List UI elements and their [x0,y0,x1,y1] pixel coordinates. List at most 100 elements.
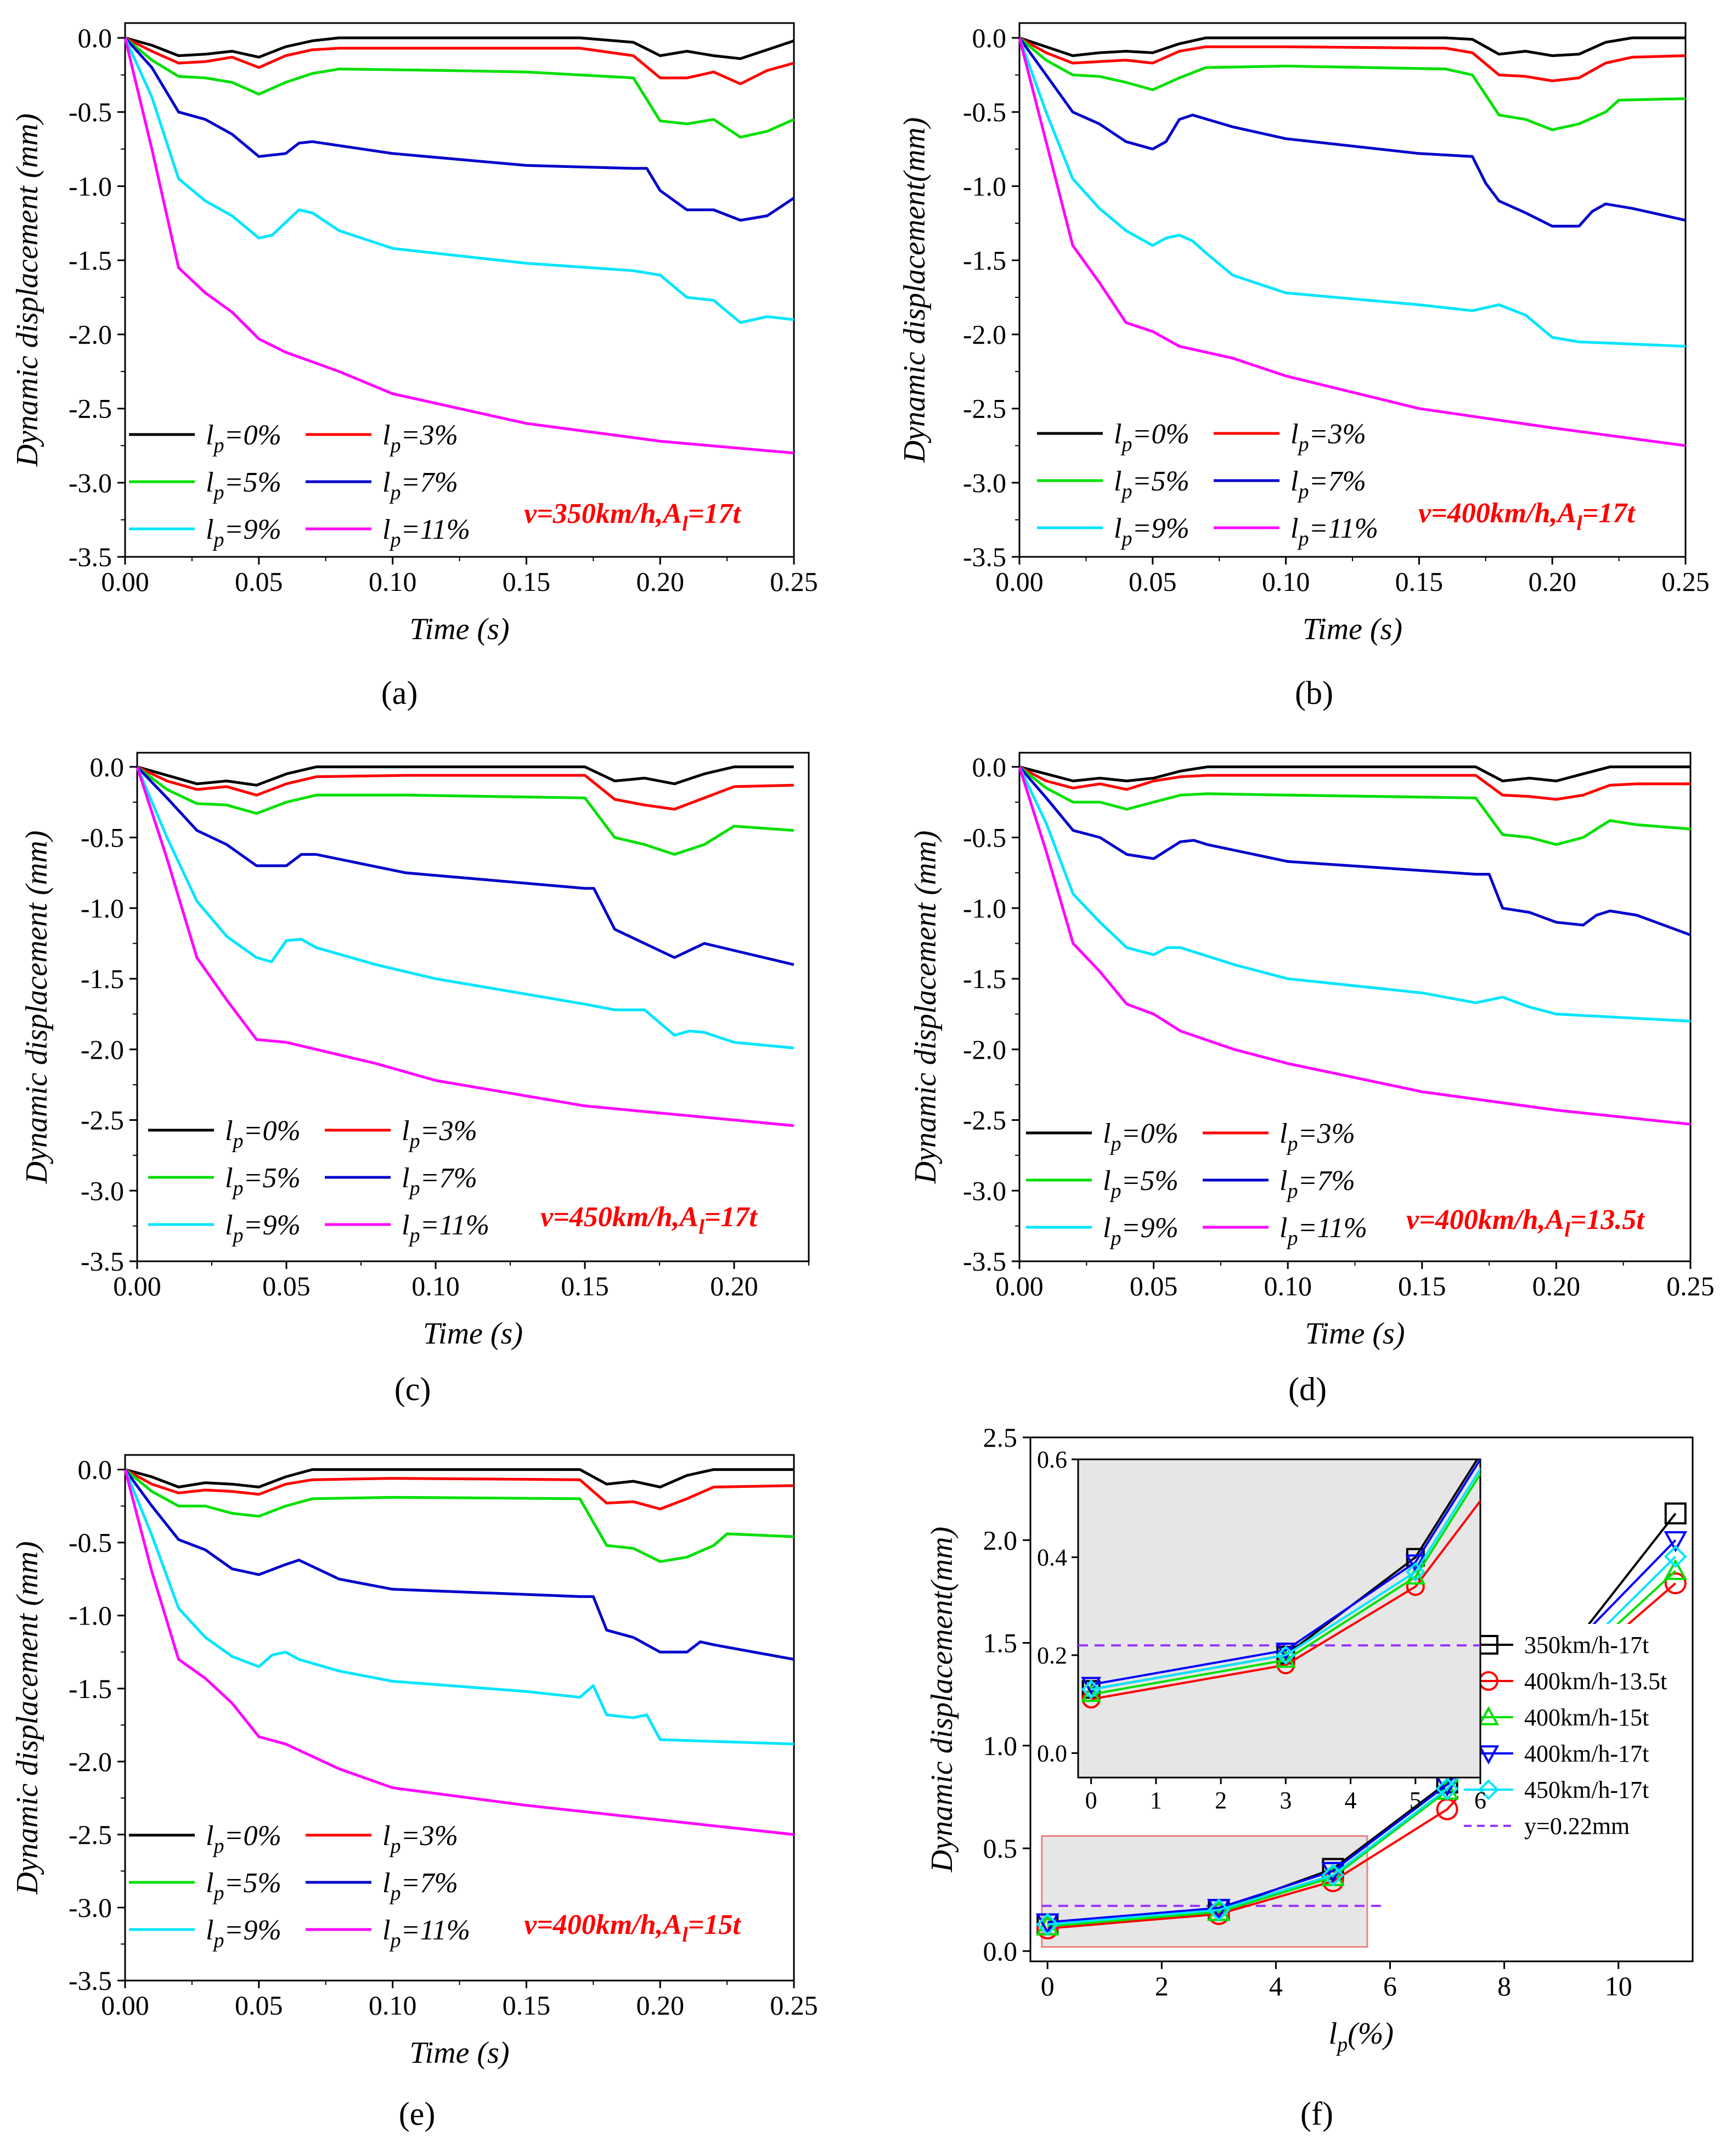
y-tick-label: -0.5 [69,97,112,127]
y-tick-label: -0.5 [69,1527,112,1558]
data-point [1664,1545,1687,1569]
x-tick-label: 0.10 [1264,1271,1312,1301]
x-tick-label: 2 [1155,1971,1169,2001]
x-tick-label: 10 [1605,1971,1632,2001]
x-tick-label: 0.20 [710,1271,758,1301]
series-line-lp-3 [124,36,794,86]
legend-label: lp=7% [1290,466,1366,503]
legend-label: lp=7% [1280,1165,1355,1203]
x-axis-title: lp(%) [1329,2017,1394,2056]
x-tick-label: 0.00 [113,1271,161,1301]
y-axis-title: Dynamic displacement (mm) [20,831,54,1184]
series-line-lp-9 [123,1469,794,1746]
x-tick-label: 0.25 [1661,566,1710,597]
legend-label: lp=3% [402,1115,477,1153]
series-line-lp-0 [1019,765,1690,782]
inset-series-line [1091,1459,1480,1686]
y-tick-label: -1.5 [963,245,1006,275]
y-tick-label: -1.0 [81,893,124,923]
legend-label: 450km/h-17t [1524,1776,1649,1803]
data-point [1321,1863,1345,1887]
legend-label: lp=11% [1280,1212,1367,1250]
legend-label: lp=0% [1103,1118,1179,1155]
plot-frame [1029,1436,1694,1962]
y-tick-label: 0.0 [983,1936,1018,1966]
legend-label: lp=7% [402,1163,477,1200]
plot-frame [136,752,810,1262]
series-line-lp-9 [136,766,794,1050]
series-line-lp-9 [1018,766,1691,1023]
y-tick-label: -2.5 [69,1819,112,1850]
x-tick-label: 0.20 [1532,1271,1581,1301]
legend-label: lp=11% [402,1210,489,1247]
legend-label: 400km/h-17t [1524,1740,1649,1767]
legend-marker [1478,1779,1499,1800]
data-point [1664,1531,1688,1553]
y-tick-label: -3.0 [69,467,112,498]
x-tick-label: 0.25 [770,1990,818,2021]
series-line-lp-0 [137,765,794,787]
y-axis-title: Dynamic displacement(mm) [898,117,932,464]
legend-marker [1478,1706,1500,1725]
x-axis-title: Time (s) [410,612,510,646]
x-axis-title: Time (s) [1303,612,1402,646]
inset-y-tick-label: 0.0 [1037,1740,1067,1767]
y-tick-label: -2.5 [963,393,1006,424]
y-tick-label: -2.0 [81,1034,124,1065]
condition-annotation: v=400km/h,Al=17t [1418,498,1636,535]
y-tick-label: -3.0 [963,1175,1006,1206]
y-tick-label: 0.0 [972,752,1007,782]
x-tick-label: 0.25 [770,566,818,597]
legend-label: lp=0% [1114,419,1190,456]
y-axis-title: Dynamic displacement (mm) [909,831,943,1184]
inset-data-point [1406,1577,1425,1596]
legend-label: lp=3% [1280,1118,1355,1155]
y-axis-title: Dynamic displacement(mm) [925,1527,959,1873]
legend: lp=0% lp=3% lp=5% lp=7% lp=9% lp=11% [148,1115,489,1247]
legend-label: lp=0% [206,420,281,457]
inset-y-tick-label: 0.2 [1037,1642,1067,1669]
panel-label: (f) [1300,2096,1333,2132]
condition-annotation: v=350km/h,Al=17t [524,498,741,535]
y-tick-label: -1.0 [963,893,1006,923]
data-point [1664,1559,1688,1580]
y-tick-label: 2.5 [983,1422,1018,1453]
x-tick-label: 0.10 [1262,566,1310,597]
x-tick-label: 0.15 [561,1271,609,1301]
x-tick-label: 6 [1383,1971,1397,2001]
inset-series-line [1091,1472,1480,1696]
panel-label: (e) [399,2096,436,2132]
y-tick-label: -3.5 [963,541,1006,572]
series-line-lp-0 [1019,36,1686,57]
legend: lp=0% lp=3% lp=5% lp=7% lp=9% lp=11% [129,1820,470,1952]
x-tick-label: 0.05 [235,1990,283,2021]
legend-marker [1478,1745,1500,1765]
x-axis-title: Time (s) [410,2036,510,2070]
series-line-lp-11 [136,766,794,1127]
series-line-lp-3 [1018,36,1686,82]
inset-y-tick-label: 0.6 [1037,1446,1067,1473]
panel-label: (a) [381,675,418,711]
x-tick-label: 0.05 [1129,566,1177,597]
legend-label: lp=11% [1290,513,1378,550]
legend-label: lp=5% [1114,466,1190,503]
y-tick-label: -2.0 [69,1746,112,1777]
inset-data-point [1405,1562,1425,1582]
x-tick-label: 0.05 [235,566,283,597]
legend-label: lp=7% [382,467,458,504]
legend: lp=0% lp=3% lp=5% lp=7% lp=9% lp=11% [129,420,470,551]
chart-panel-d: 0.00 0.05 0.10 0.15 0.20 0.25 0.0 -0.5 -1.0 -1.5 -… [909,752,1715,1407]
series-line-lp-7 [1018,766,1691,937]
data-point [1036,1913,1059,1936]
series-line-lp-7 [1018,37,1686,228]
plot-frame [124,1454,795,1982]
x-tick-label: 0.00 [995,1271,1044,1301]
inset-frame [1077,1458,1481,1779]
y-tick-label: 0.5 [983,1833,1018,1864]
y-tick-label: 0.0 [972,22,1007,53]
y-tick-label: -2.5 [963,1105,1006,1136]
legend-label: lp=11% [382,514,470,551]
inset-series-line [1091,1499,1480,1701]
series-line-lp-11 [123,1469,794,1836]
